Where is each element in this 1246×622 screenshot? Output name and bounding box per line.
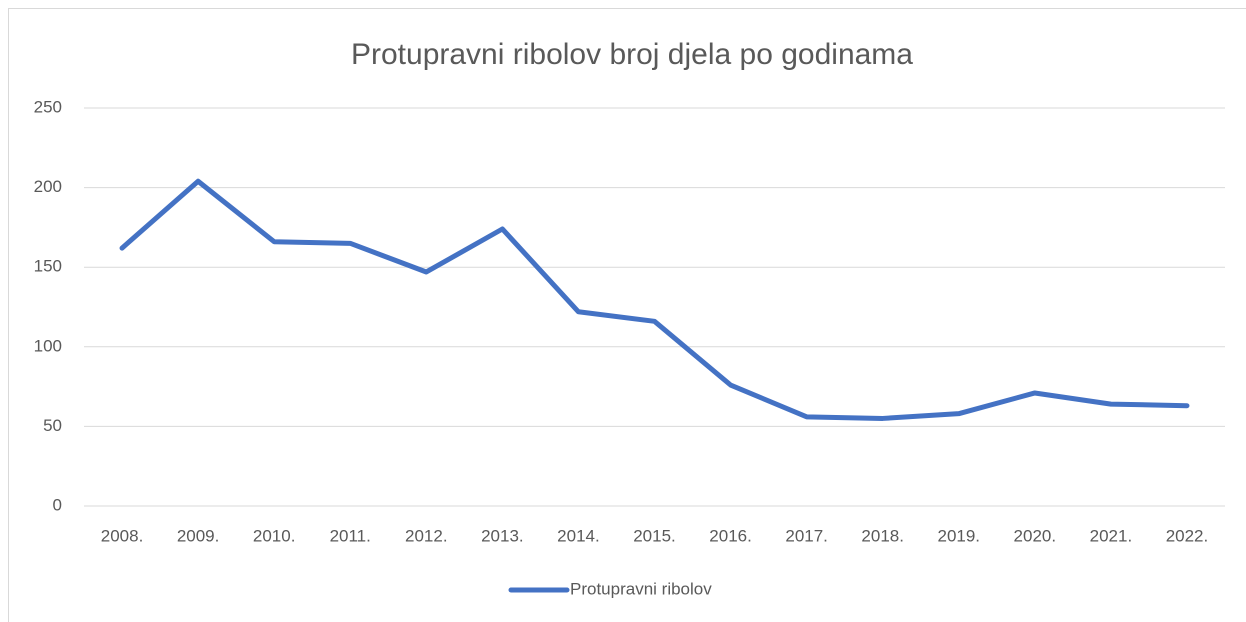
y-tick-label: 50 (43, 416, 62, 435)
line-series (119, 178, 1190, 421)
x-tick-label: 2019. (937, 526, 980, 545)
x-tick-label: 2014. (557, 526, 600, 545)
y-tick-label: 0 (53, 495, 62, 514)
x-tick-label: 2012. (405, 526, 448, 545)
x-tick-label: 2021. (1090, 526, 1133, 545)
y-tick-label: 200 (34, 177, 62, 196)
y-tick-label: 150 (34, 257, 62, 276)
x-tick-label: 2016. (709, 526, 752, 545)
x-tick-label: 2009. (177, 526, 220, 545)
chart-border (8, 8, 1246, 622)
x-tick-label: 2015. (633, 526, 676, 545)
x-tick-label: 2017. (785, 526, 828, 545)
x-tick-label: 2008. (101, 526, 144, 545)
x-tick-label: 2020. (1014, 526, 1057, 545)
x-tick-label: 2010. (253, 526, 296, 545)
x-tick-label: 2011. (330, 526, 371, 545)
y-tick-label: 100 (34, 336, 62, 355)
x-tick-label: 2022. (1166, 526, 1209, 545)
chart-title: Protupravni ribolov broj djela po godina… (351, 38, 913, 71)
legend-label: Protupravni ribolov (570, 579, 712, 598)
y-tick-label: 250 (34, 97, 62, 116)
x-tick-label: 2013. (481, 526, 524, 545)
x-tick-label: 2018. (861, 526, 904, 545)
